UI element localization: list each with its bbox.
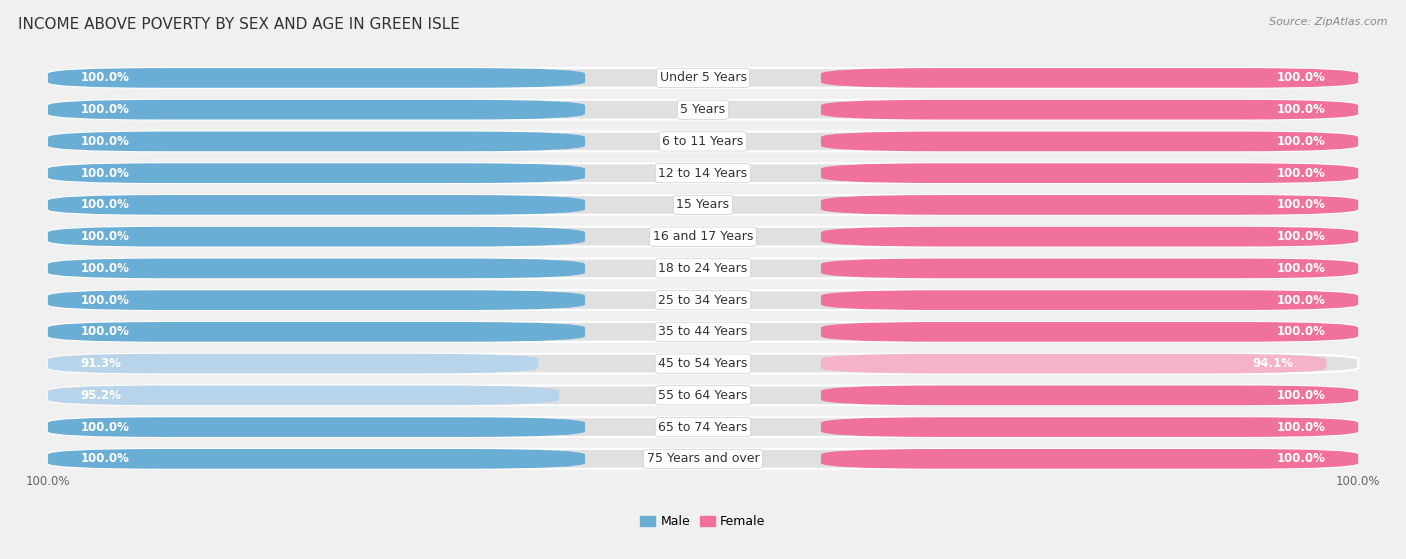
FancyBboxPatch shape (821, 449, 1358, 468)
Legend: Male, Female: Male, Female (636, 510, 770, 533)
FancyBboxPatch shape (821, 195, 1358, 215)
Text: Source: ZipAtlas.com: Source: ZipAtlas.com (1270, 17, 1388, 27)
Text: Under 5 Years: Under 5 Years (659, 72, 747, 84)
Text: INCOME ABOVE POVERTY BY SEX AND AGE IN GREEN ISLE: INCOME ABOVE POVERTY BY SEX AND AGE IN G… (18, 17, 460, 32)
Text: 100.0%: 100.0% (1277, 452, 1326, 465)
Text: 100.0%: 100.0% (80, 135, 129, 148)
FancyBboxPatch shape (48, 417, 585, 437)
Text: 100.0%: 100.0% (1336, 475, 1381, 488)
Text: 6 to 11 Years: 6 to 11 Years (662, 135, 744, 148)
Text: 100.0%: 100.0% (1277, 198, 1326, 211)
Text: 100.0%: 100.0% (1277, 262, 1326, 275)
Text: 16 and 17 Years: 16 and 17 Years (652, 230, 754, 243)
Text: 100.0%: 100.0% (80, 198, 129, 211)
Text: 35 to 44 Years: 35 to 44 Years (658, 325, 748, 338)
FancyBboxPatch shape (48, 100, 1358, 120)
FancyBboxPatch shape (48, 386, 1358, 405)
FancyBboxPatch shape (821, 68, 1358, 88)
FancyBboxPatch shape (821, 100, 1358, 120)
FancyBboxPatch shape (48, 227, 585, 247)
FancyBboxPatch shape (48, 417, 1358, 437)
Text: 25 to 34 Years: 25 to 34 Years (658, 293, 748, 307)
FancyBboxPatch shape (48, 227, 1358, 247)
Text: 100.0%: 100.0% (1277, 135, 1326, 148)
Text: 100.0%: 100.0% (1277, 72, 1326, 84)
FancyBboxPatch shape (821, 354, 1326, 373)
Text: 12 to 14 Years: 12 to 14 Years (658, 167, 748, 179)
FancyBboxPatch shape (48, 195, 585, 215)
Text: 100.0%: 100.0% (80, 72, 129, 84)
FancyBboxPatch shape (821, 131, 1358, 151)
FancyBboxPatch shape (821, 163, 1358, 183)
FancyBboxPatch shape (48, 322, 585, 342)
Text: 100.0%: 100.0% (1277, 293, 1326, 307)
Text: 100.0%: 100.0% (1277, 103, 1326, 116)
Text: 100.0%: 100.0% (80, 452, 129, 465)
Text: 100.0%: 100.0% (80, 103, 129, 116)
FancyBboxPatch shape (821, 386, 1358, 405)
Text: 100.0%: 100.0% (1277, 389, 1326, 402)
FancyBboxPatch shape (48, 259, 585, 278)
Text: 100.0%: 100.0% (25, 475, 70, 488)
FancyBboxPatch shape (48, 449, 1358, 468)
Text: 94.1%: 94.1% (1253, 357, 1294, 370)
Text: 100.0%: 100.0% (1277, 230, 1326, 243)
FancyBboxPatch shape (821, 227, 1358, 247)
Text: 65 to 74 Years: 65 to 74 Years (658, 420, 748, 434)
FancyBboxPatch shape (821, 290, 1358, 310)
FancyBboxPatch shape (48, 290, 1358, 310)
FancyBboxPatch shape (48, 195, 1358, 215)
FancyBboxPatch shape (821, 322, 1358, 342)
Text: 100.0%: 100.0% (80, 325, 129, 338)
Text: 100.0%: 100.0% (80, 293, 129, 307)
FancyBboxPatch shape (48, 386, 560, 405)
FancyBboxPatch shape (48, 68, 1358, 88)
FancyBboxPatch shape (821, 259, 1358, 278)
Text: 100.0%: 100.0% (1277, 325, 1326, 338)
Text: 100.0%: 100.0% (1277, 167, 1326, 179)
FancyBboxPatch shape (48, 163, 585, 183)
Text: 75 Years and over: 75 Years and over (647, 452, 759, 465)
Text: 100.0%: 100.0% (80, 167, 129, 179)
Text: 91.3%: 91.3% (80, 357, 121, 370)
FancyBboxPatch shape (48, 100, 585, 120)
FancyBboxPatch shape (48, 449, 585, 468)
Text: 95.2%: 95.2% (80, 389, 121, 402)
Text: 18 to 24 Years: 18 to 24 Years (658, 262, 748, 275)
FancyBboxPatch shape (48, 131, 585, 151)
Text: 100.0%: 100.0% (80, 420, 129, 434)
FancyBboxPatch shape (48, 131, 1358, 151)
FancyBboxPatch shape (48, 354, 538, 373)
FancyBboxPatch shape (48, 290, 585, 310)
Text: 100.0%: 100.0% (80, 262, 129, 275)
FancyBboxPatch shape (821, 417, 1358, 437)
Text: 5 Years: 5 Years (681, 103, 725, 116)
Text: 15 Years: 15 Years (676, 198, 730, 211)
Text: 100.0%: 100.0% (80, 230, 129, 243)
FancyBboxPatch shape (48, 68, 585, 88)
FancyBboxPatch shape (48, 259, 1358, 278)
FancyBboxPatch shape (48, 354, 1358, 373)
Text: 45 to 54 Years: 45 to 54 Years (658, 357, 748, 370)
FancyBboxPatch shape (48, 163, 1358, 183)
FancyBboxPatch shape (48, 322, 1358, 342)
Text: 55 to 64 Years: 55 to 64 Years (658, 389, 748, 402)
Text: 100.0%: 100.0% (1277, 420, 1326, 434)
